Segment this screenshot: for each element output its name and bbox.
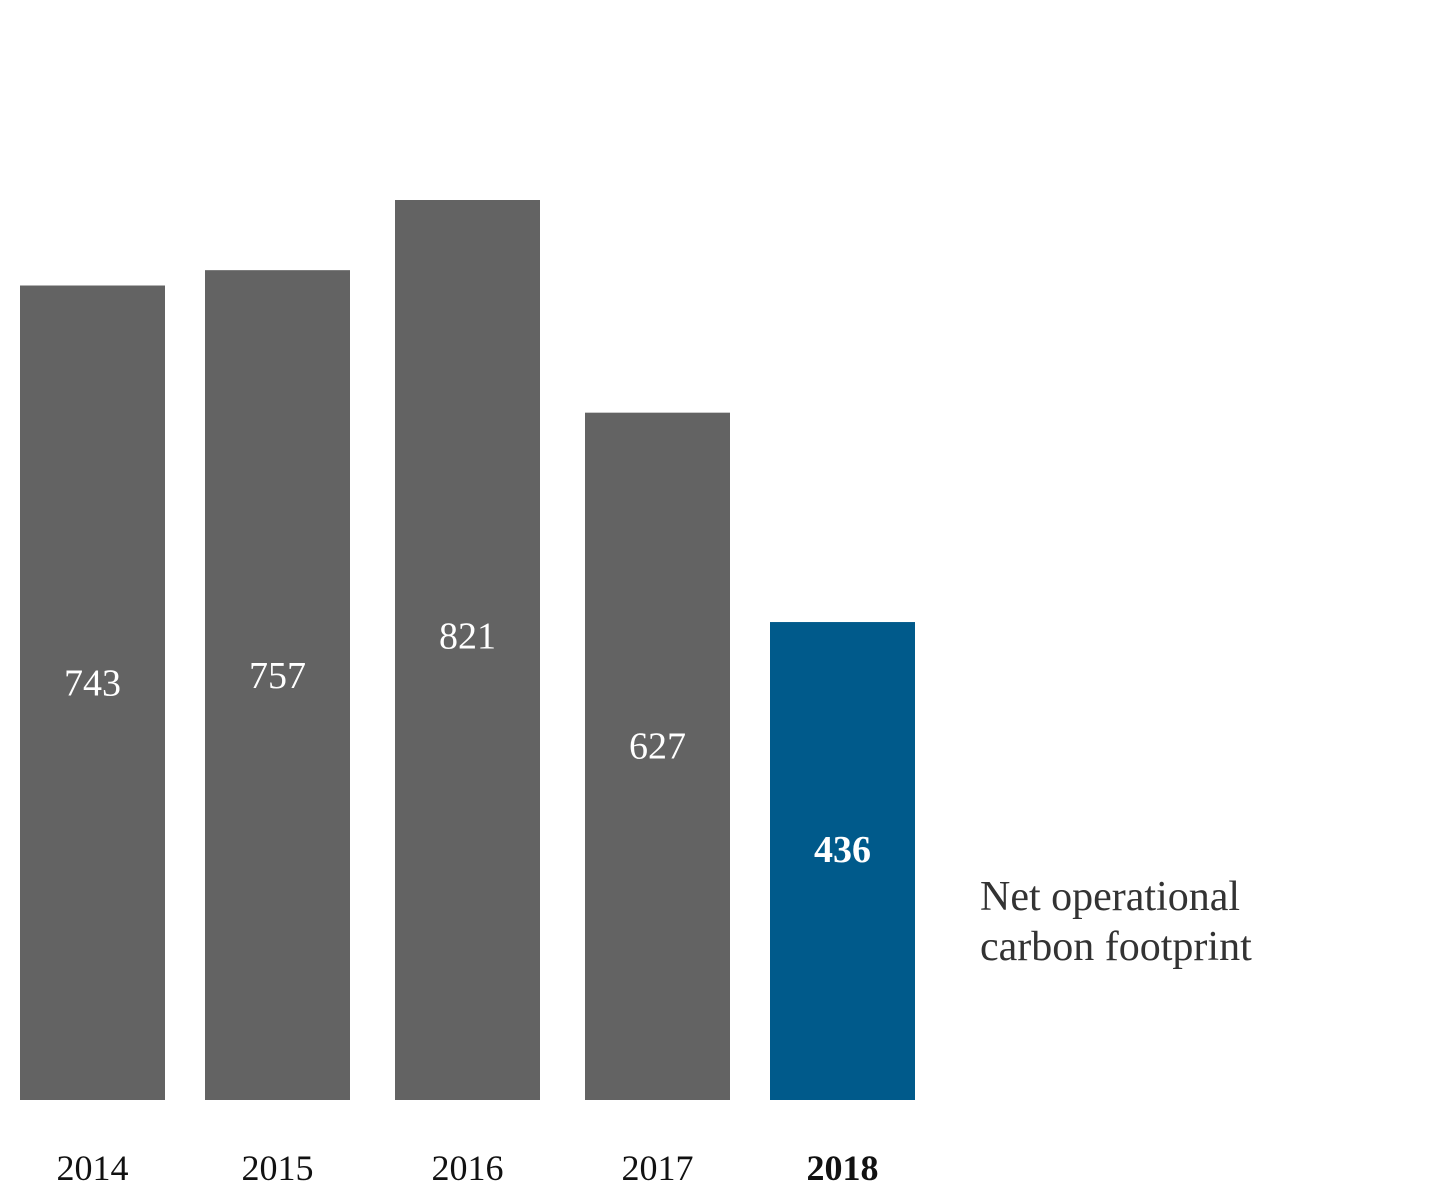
bars-group: [20, 200, 915, 1101]
bar-2014: [20, 285, 165, 1100]
x-axis-tick-labels: 2014 2015 2016 2017 2018: [57, 1148, 879, 1188]
bar-2018: [770, 622, 915, 1100]
bar-value-2015: 757: [249, 655, 306, 697]
bar-value-2017: 627: [629, 725, 686, 767]
bar-value-2018: 436: [814, 829, 871, 871]
tick-label-2014: 2014: [57, 1148, 129, 1188]
bar-2017: [585, 412, 730, 1100]
tick-label-2015: 2015: [242, 1148, 314, 1188]
series-label-line-2: carbon footprint: [980, 924, 1252, 970]
tick-label-2016: 2016: [432, 1148, 504, 1188]
bar-2016: [395, 200, 540, 1100]
tick-label-2018: 2018: [807, 1148, 879, 1188]
bar-value-2014: 743: [64, 663, 121, 705]
value-labels-group: 743 757 821 627 436: [64, 616, 871, 871]
tick-label-2017: 2017: [622, 1148, 694, 1188]
series-label-line-1: Net operational: [980, 874, 1240, 920]
series-label: Net operational carbon footprint: [980, 874, 1252, 970]
bar-2015: [205, 270, 350, 1101]
bar-value-2016: 821: [439, 616, 496, 658]
